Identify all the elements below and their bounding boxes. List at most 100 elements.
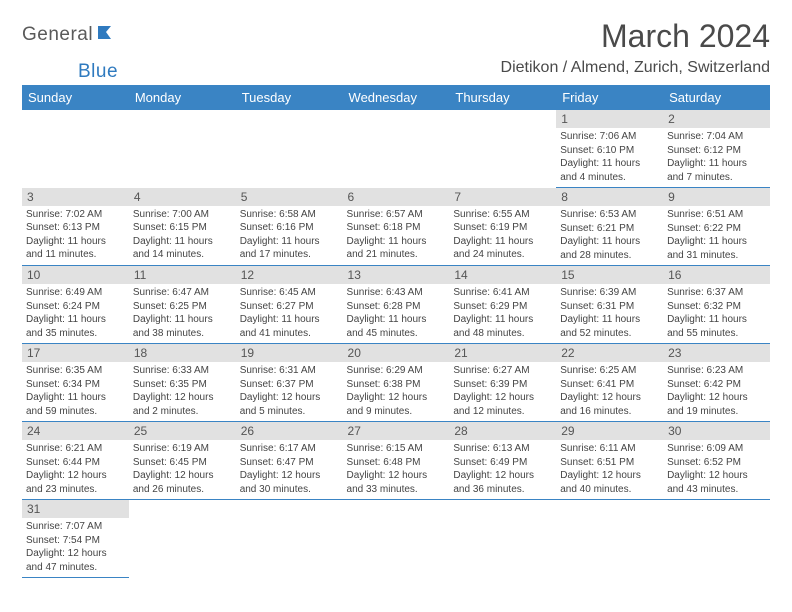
day-details: Sunrise: 6:55 AMSunset: 6:19 PMDaylight:… [449, 206, 556, 265]
calendar-day-cell: 20Sunrise: 6:29 AMSunset: 6:38 PMDayligh… [343, 344, 450, 422]
sunrise-text: Sunrise: 6:31 AM [240, 364, 339, 378]
sunrise-text: Sunrise: 6:41 AM [453, 286, 552, 300]
day-details: Sunrise: 6:09 AMSunset: 6:52 PMDaylight:… [663, 440, 770, 499]
daylight-text: Daylight: 11 hours and 48 minutes. [453, 313, 552, 340]
day-details: Sunrise: 6:37 AMSunset: 6:32 PMDaylight:… [663, 284, 770, 343]
daylight-text: Daylight: 12 hours and 43 minutes. [667, 469, 766, 496]
sunrise-text: Sunrise: 6:25 AM [560, 364, 659, 378]
day-details: Sunrise: 6:19 AMSunset: 6:45 PMDaylight:… [129, 440, 236, 499]
day-number: 18 [129, 344, 236, 362]
sunrise-text: Sunrise: 6:45 AM [240, 286, 339, 300]
sunrise-text: Sunrise: 6:49 AM [26, 286, 125, 300]
day-details: Sunrise: 6:23 AMSunset: 6:42 PMDaylight:… [663, 362, 770, 421]
day-number: 23 [663, 344, 770, 362]
day-details: Sunrise: 6:21 AMSunset: 6:44 PMDaylight:… [22, 440, 129, 499]
calendar-day-cell: 14Sunrise: 6:41 AMSunset: 6:29 PMDayligh… [449, 266, 556, 344]
day-details: Sunrise: 6:31 AMSunset: 6:37 PMDaylight:… [236, 362, 343, 421]
day-details: Sunrise: 6:45 AMSunset: 6:27 PMDaylight:… [236, 284, 343, 343]
daylight-text: Daylight: 11 hours and 24 minutes. [453, 235, 552, 262]
calendar-day-cell: . [449, 110, 556, 188]
daylight-text: Daylight: 12 hours and 30 minutes. [240, 469, 339, 496]
calendar-day-cell: . [236, 500, 343, 578]
brand-part1: General [22, 24, 93, 46]
weekday-header: Tuesday [236, 85, 343, 110]
daylight-text: Daylight: 12 hours and 9 minutes. [347, 391, 446, 418]
calendar-day-cell: 10Sunrise: 6:49 AMSunset: 6:24 PMDayligh… [22, 266, 129, 344]
sunset-text: Sunset: 6:15 PM [133, 221, 232, 235]
daylight-text: Daylight: 11 hours and 4 minutes. [560, 157, 659, 184]
daylight-text: Daylight: 11 hours and 55 minutes. [667, 313, 766, 340]
calendar-day-cell: 27Sunrise: 6:15 AMSunset: 6:48 PMDayligh… [343, 422, 450, 500]
calendar-week-row: 31Sunrise: 7:07 AMSunset: 7:54 PMDayligh… [22, 500, 770, 578]
calendar-week-row: 10 Sunrise: 6:49 AMSunset: 6:24 PM Dayligh… [22, 266, 770, 344]
daylight-text: Daylight: 11 hours and 59 minutes. [26, 391, 125, 418]
calendar-day-cell: 25Sunrise: 6:19 AMSunset: 6:45 PMDayligh… [129, 422, 236, 500]
day-number: 10 [22, 266, 129, 284]
sunset-text: Sunset: 6:24 PM [26, 300, 125, 314]
calendar-day-cell: 28Sunrise: 6:13 AMSunset: 6:49 PMDayligh… [449, 422, 556, 500]
day-number: 21 [449, 344, 556, 362]
calendar-day-cell: . [129, 110, 236, 188]
day-details: Sunrise: 6:27 AMSunset: 6:39 PMDaylight:… [449, 362, 556, 421]
sunrise-text: Sunrise: 6:57 AM [347, 208, 446, 222]
sunset-text: Sunset: 6:29 PM [453, 300, 552, 314]
sunset-text: Sunset: 6:51 PM [560, 456, 659, 470]
day-details: Sunrise: 6:47 AMSunset: 6:25 PMDaylight:… [129, 284, 236, 343]
day-details: Sunrise: 6:57 AMSunset: 6:18 PMDaylight:… [343, 206, 450, 265]
sunrise-text: Sunrise: 6:37 AM [667, 286, 766, 300]
sunset-text: Sunset: 6:48 PM [347, 456, 446, 470]
sunrise-text: Sunrise: 6:13 AM [453, 442, 552, 456]
day-number: 6 [343, 188, 450, 206]
sunrise-text: Sunrise: 6:47 AM [133, 286, 232, 300]
daylight-text: Daylight: 12 hours and 33 minutes. [347, 469, 446, 496]
day-number: 3 [22, 188, 129, 206]
day-details: Sunrise: 6:43 AMSunset: 6:28 PMDaylight:… [343, 284, 450, 343]
sunset-text: Sunset: 6:39 PM [453, 378, 552, 392]
calendar-day-cell: 24Sunrise: 6:21 AMSunset: 6:44 PMDayligh… [22, 422, 129, 500]
sunset-text: Sunset: 6:49 PM [453, 456, 552, 470]
sunset-text: Sunset: 7:54 PM [26, 534, 125, 548]
day-number: 9 [663, 188, 770, 206]
brand-part2: Blue [78, 61, 118, 83]
day-number: 7 [449, 188, 556, 206]
day-number: 16 [663, 266, 770, 284]
calendar-day-cell: 12Sunrise: 6:45 AMSunset: 6:27 PMDayligh… [236, 266, 343, 344]
daylight-text: Daylight: 11 hours and 41 minutes. [240, 313, 339, 340]
sunrise-text: Sunrise: 6:35 AM [26, 364, 125, 378]
calendar-day-cell: 2Sunrise: 7:04 AMSunset: 6:12 PMDaylight… [663, 110, 770, 188]
sunset-text: Sunset: 6:19 PM [453, 221, 552, 235]
day-details: Sunrise: 7:04 AMSunset: 6:12 PMDaylight:… [663, 128, 770, 187]
calendar-day-cell: 31Sunrise: 7:07 AMSunset: 7:54 PMDayligh… [22, 500, 129, 578]
weekday-header: Saturday [663, 85, 770, 110]
daylight-text: Daylight: 12 hours and 19 minutes. [667, 391, 766, 418]
sunset-text: Sunset: 6:16 PM [240, 221, 339, 235]
day-number: 8 [556, 188, 663, 206]
day-number: 20 [343, 344, 450, 362]
daylight-text: Daylight: 11 hours and 52 minutes. [560, 313, 659, 340]
daylight-text: Daylight: 11 hours and 28 minutes. [560, 235, 659, 262]
sunset-text: Sunset: 6:52 PM [667, 456, 766, 470]
daylight-text: Daylight: 11 hours and 38 minutes. [133, 313, 232, 340]
day-details: Sunrise: 6:39 AMSunset: 6:31 PMDaylight:… [556, 284, 663, 343]
daylight-text: Daylight: 11 hours and 14 minutes. [133, 235, 232, 262]
day-number: 2 [663, 110, 770, 128]
day-number: 25 [129, 422, 236, 440]
calendar-day-cell: 6Sunrise: 6:57 AMSunset: 6:18 PMDaylight… [343, 188, 450, 266]
day-number: 27 [343, 422, 450, 440]
calendar-week-row: 24Sunrise: 6:21 AMSunset: 6:44 PMDayligh… [22, 422, 770, 500]
calendar-week-row: .....1Sunrise: 7:06 AMSunset: 6:10 PMDay… [22, 110, 770, 188]
sunset-text: Sunset: 6:35 PM [133, 378, 232, 392]
calendar-day-cell: 26Sunrise: 6:17 AMSunset: 6:47 PMDayligh… [236, 422, 343, 500]
day-number: 24 [22, 422, 129, 440]
sunrise-text: Sunrise: 6:21 AM [26, 442, 125, 456]
daylight-text: Daylight: 12 hours and 23 minutes. [26, 469, 125, 496]
calendar-day-cell: . [556, 500, 663, 578]
sunrise-text: Sunrise: 7:00 AM [133, 208, 232, 222]
header: General March 2024 Dietikon / Almend, Zu… [22, 18, 770, 77]
month-title: March 2024 [501, 18, 770, 55]
sunset-text: Sunset: 6:31 PM [560, 300, 659, 314]
weekday-header: Sunday [22, 85, 129, 110]
day-details: Sunrise: 6:11 AMSunset: 6:51 PMDaylight:… [556, 440, 663, 499]
calendar-day-cell: . [129, 500, 236, 578]
weekday-header: Monday [129, 85, 236, 110]
